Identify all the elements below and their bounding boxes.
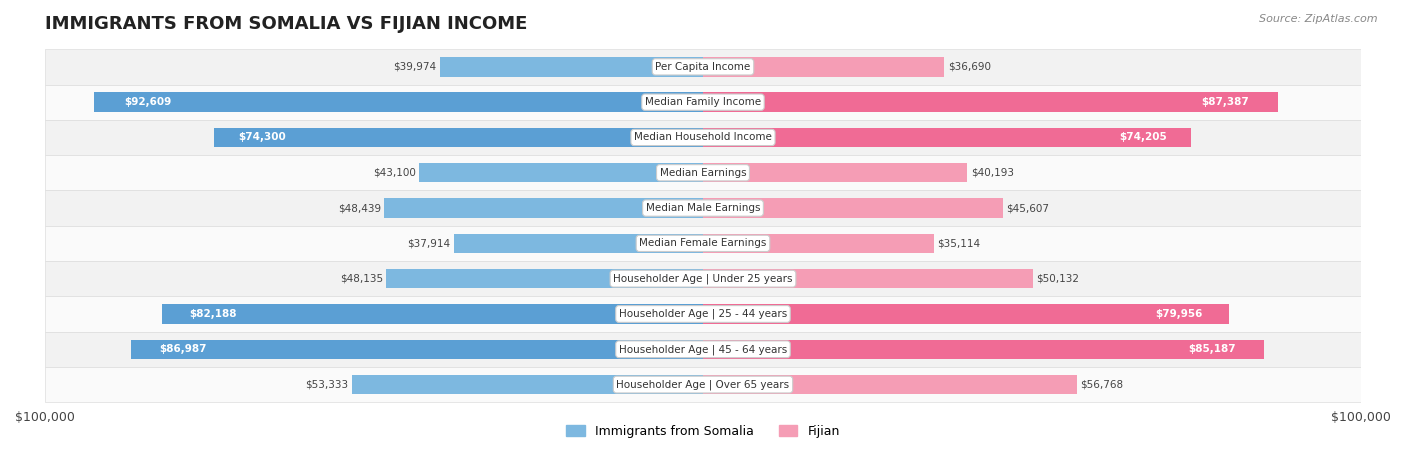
Text: $79,956: $79,956 <box>1156 309 1204 319</box>
Bar <box>45 155 1361 191</box>
Bar <box>703 92 1278 112</box>
Text: $86,987: $86,987 <box>159 344 207 354</box>
Bar <box>703 163 967 183</box>
Bar <box>45 85 1361 120</box>
Bar <box>703 57 945 77</box>
Bar <box>419 163 703 183</box>
Bar <box>45 261 1361 297</box>
Bar <box>352 375 703 394</box>
Bar <box>45 367 1361 402</box>
Bar <box>162 304 703 324</box>
Bar <box>45 332 1361 367</box>
Bar <box>45 297 1361 332</box>
Text: $35,114: $35,114 <box>938 238 980 248</box>
Bar <box>454 234 703 253</box>
Text: $43,100: $43,100 <box>373 168 416 178</box>
Text: Median Family Income: Median Family Income <box>645 97 761 107</box>
Bar <box>703 198 1002 218</box>
Bar <box>384 198 703 218</box>
Text: $74,205: $74,205 <box>1119 133 1167 142</box>
Text: $36,690: $36,690 <box>948 62 991 72</box>
Bar <box>703 304 1229 324</box>
Bar <box>94 92 703 112</box>
Bar <box>703 128 1191 147</box>
Bar <box>387 269 703 289</box>
Text: $87,387: $87,387 <box>1202 97 1250 107</box>
Bar <box>214 128 703 147</box>
Text: $56,768: $56,768 <box>1080 380 1123 389</box>
Text: $50,132: $50,132 <box>1036 274 1080 283</box>
Text: Median Earnings: Median Earnings <box>659 168 747 178</box>
Bar <box>45 49 1361 85</box>
Bar <box>45 120 1361 155</box>
Bar <box>703 375 1077 394</box>
Bar <box>45 191 1361 226</box>
Text: $74,300: $74,300 <box>239 133 287 142</box>
Bar <box>440 57 703 77</box>
Text: $82,188: $82,188 <box>190 309 236 319</box>
Bar <box>703 340 1264 359</box>
Legend: Immigrants from Somalia, Fijian: Immigrants from Somalia, Fijian <box>561 420 845 443</box>
Text: $39,974: $39,974 <box>394 62 437 72</box>
Text: $85,187: $85,187 <box>1188 344 1236 354</box>
Bar <box>703 269 1033 289</box>
Text: IMMIGRANTS FROM SOMALIA VS FIJIAN INCOME: IMMIGRANTS FROM SOMALIA VS FIJIAN INCOME <box>45 15 527 33</box>
Text: $92,609: $92,609 <box>124 97 172 107</box>
Text: $48,135: $48,135 <box>340 274 382 283</box>
Text: Median Female Earnings: Median Female Earnings <box>640 238 766 248</box>
Text: Householder Age | Under 25 years: Householder Age | Under 25 years <box>613 273 793 284</box>
Bar <box>703 234 934 253</box>
Text: Source: ZipAtlas.com: Source: ZipAtlas.com <box>1260 14 1378 24</box>
Text: Householder Age | Over 65 years: Householder Age | Over 65 years <box>616 379 790 390</box>
Text: Median Male Earnings: Median Male Earnings <box>645 203 761 213</box>
Text: $48,439: $48,439 <box>337 203 381 213</box>
Text: $40,193: $40,193 <box>970 168 1014 178</box>
Text: Per Capita Income: Per Capita Income <box>655 62 751 72</box>
Text: Householder Age | 25 - 44 years: Householder Age | 25 - 44 years <box>619 309 787 319</box>
Bar <box>45 226 1361 261</box>
Text: $45,607: $45,607 <box>1007 203 1049 213</box>
Text: Householder Age | 45 - 64 years: Householder Age | 45 - 64 years <box>619 344 787 354</box>
Bar <box>131 340 703 359</box>
Text: $37,914: $37,914 <box>408 238 450 248</box>
Text: Median Household Income: Median Household Income <box>634 133 772 142</box>
Text: $53,333: $53,333 <box>305 380 349 389</box>
